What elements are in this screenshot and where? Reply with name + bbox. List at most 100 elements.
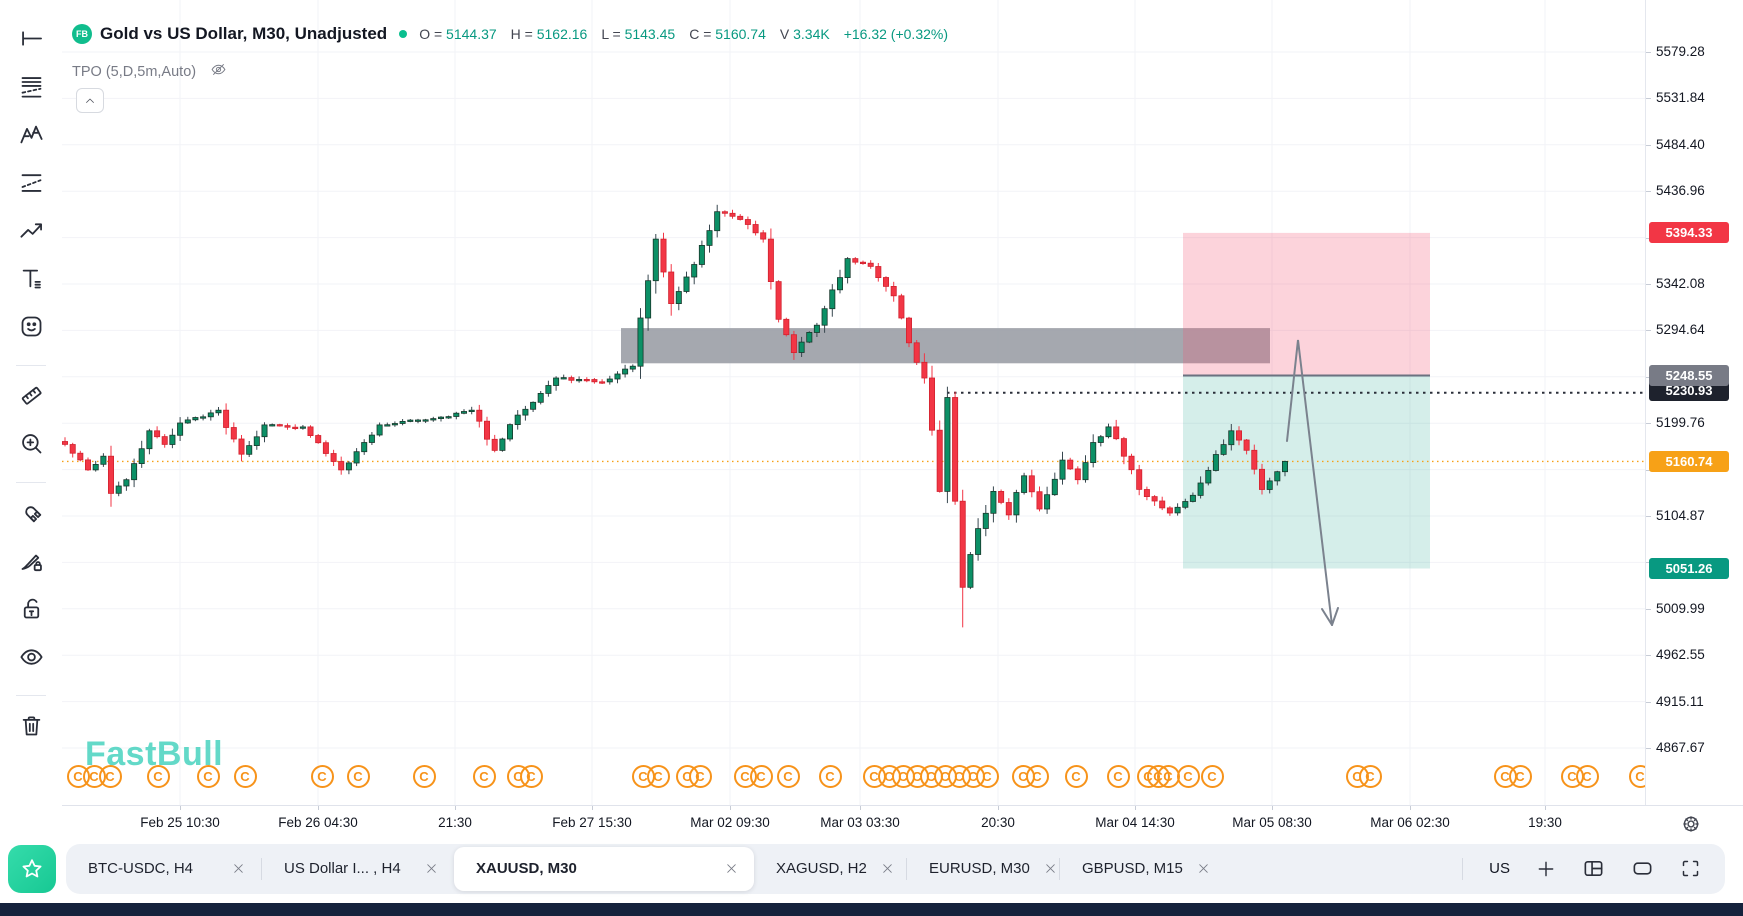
copyright-event-icon[interactable]: C — [1358, 764, 1382, 788]
copyright-event-icon[interactable]: C — [98, 764, 122, 788]
measure-tool-icon[interactable] — [12, 376, 50, 414]
tab-close-icon[interactable] — [1044, 862, 1057, 875]
lock-all-tool-icon[interactable] — [12, 589, 50, 627]
chart-pane[interactable] — [0, 0, 1645, 805]
candles-series — [62, 204, 1289, 628]
zoom-in-tool-icon[interactable] — [12, 424, 50, 462]
copyright-event-icon[interactable]: C — [146, 764, 170, 788]
draw-lock-tool-icon[interactable] — [12, 541, 50, 579]
price-badge-zone-bottom: 5051.26 — [1649, 558, 1729, 579]
add-symbol-button[interactable] — [1536, 859, 1556, 879]
copyright-event-icon[interactable]: C — [196, 764, 220, 788]
time-tick-label: 19:30 — [1528, 815, 1562, 830]
copyright-event-icon[interactable]: C — [776, 764, 800, 788]
candlestick-chart[interactable] — [0, 0, 1645, 805]
trend-arrow-tool-icon[interactable] — [12, 211, 50, 249]
eye-slash-icon[interactable] — [210, 61, 227, 82]
copyright-event-icon[interactable]: C — [1200, 764, 1224, 788]
tab-close-icon[interactable] — [232, 862, 245, 875]
time-axis[interactable]: Feb 25 10:30 Feb 26 04:30 21:30 Feb 27 15:3… — [0, 805, 1743, 842]
live-status-dot — [399, 30, 408, 38]
toolbar-divider — [16, 482, 46, 483]
tab-close-icon[interactable] — [425, 862, 438, 875]
tab-btc-usdc[interactable]: BTC-USDC, H4 — [66, 844, 261, 894]
magnet-tool-icon[interactable] — [12, 493, 50, 531]
copyright-event-icon[interactable]: C — [519, 764, 543, 788]
fib-retracement-tool-icon[interactable] — [12, 67, 50, 105]
emoji-tool-icon[interactable] — [12, 307, 50, 345]
time-tick-label: Mar 05 08:30 — [1232, 815, 1312, 830]
copyright-event-icon[interactable]: C — [646, 764, 670, 788]
copyright-event-icon[interactable]: C — [310, 764, 334, 788]
price-tick-dash — [1646, 748, 1651, 749]
tab-eurusd[interactable]: EURUSD, M30 — [907, 844, 1059, 894]
volume-value: 3.34K — [793, 26, 830, 42]
copyright-event-icon[interactable]: C — [1176, 764, 1200, 788]
copyright-event-icon[interactable]: C — [1508, 764, 1532, 788]
copyright-event-icon[interactable]: C — [975, 764, 999, 788]
ohlc-row: O = 5144.37 H = 5162.16 L = 5143.45 C = … — [419, 26, 948, 42]
tab-label: US Dollar I... , H4 — [284, 860, 401, 877]
price-tick-dash — [1646, 562, 1651, 563]
time-tick-label: 20:30 — [981, 815, 1015, 830]
copyright-event-icon[interactable]: C — [412, 764, 436, 788]
tab-divider — [1059, 857, 1060, 880]
copyright-event-icon[interactable]: C — [1025, 764, 1049, 788]
chevron-up-icon — [86, 98, 94, 103]
symbol-title[interactable]: Gold vs US Dollar, M30, Unadjusted — [100, 24, 388, 43]
layout-grid-icon[interactable] — [1582, 857, 1605, 880]
time-tick-dash — [1135, 806, 1136, 810]
price-tick-label: 5294.64 — [1656, 322, 1705, 337]
copyright-event-icon[interactable]: C — [1106, 764, 1130, 788]
favorites-button[interactable] — [8, 845, 56, 893]
minimized-window-icon[interactable] — [1631, 857, 1654, 880]
tab-close-icon[interactable] — [725, 862, 738, 875]
symbol-tab-row: BTC-USDC, H4 US Dollar I... , H4 XAUUSD, M… — [0, 841, 1743, 903]
gear-icon[interactable] — [1680, 813, 1704, 837]
time-tick-label: Mar 06 02:30 — [1370, 815, 1450, 830]
risk-zone[interactable] — [1183, 232, 1430, 376]
price-tick-dash — [1646, 284, 1651, 285]
fib-channel-tool-icon[interactable] — [12, 163, 50, 201]
close-label: C = — [689, 26, 712, 42]
tab-xagusd[interactable]: XAGUSD, H2 — [754, 844, 906, 894]
price-tick-dash — [1646, 609, 1651, 610]
copyright-event-icon[interactable]: C — [346, 764, 370, 788]
fullscreen-icon[interactable] — [1680, 858, 1701, 879]
copyright-event-icon[interactable]: C — [1064, 764, 1088, 788]
tab-us dollar i...[interactable]: US Dollar I... , H4 — [262, 844, 454, 894]
time-tick-dash — [1410, 806, 1411, 810]
pattern-tool-icon[interactable] — [12, 115, 50, 153]
time-tick-dash — [318, 806, 319, 810]
copyright-event-icon[interactable]: C — [472, 764, 496, 788]
collapse-panel-button[interactable] — [76, 88, 104, 113]
price-tick-dash — [1646, 191, 1651, 192]
tab-label: XAUUSD, M30 — [476, 860, 577, 877]
tab-close-icon[interactable] — [881, 862, 894, 875]
copyright-event-icon[interactable]: C — [233, 764, 257, 788]
tab-close-icon[interactable] — [1197, 862, 1210, 875]
region-selector[interactable]: US — [1489, 860, 1510, 877]
price-tick-dash — [1646, 702, 1651, 703]
price-tick-dash — [1646, 516, 1651, 517]
price-tick-label: 5199.76 — [1656, 415, 1705, 430]
tab-gbpusd[interactable]: GBPUSD, M15 — [1060, 844, 1212, 894]
open-value: 5144.37 — [446, 26, 497, 42]
time-tick-dash — [1545, 806, 1546, 810]
copyright-event-icon[interactable]: C — [1575, 764, 1599, 788]
tab-xauusd[interactable]: XAUUSD, M30 — [454, 846, 754, 891]
time-tick-label: Feb 25 10:30 — [140, 815, 220, 830]
copyright-event-icon[interactable]: C — [818, 764, 842, 788]
copyright-event-icon[interactable]: C — [688, 764, 712, 788]
remove-all-tool-icon[interactable] — [12, 706, 50, 744]
price-tick-dash — [1646, 423, 1651, 424]
indicator-name[interactable]: TPO (5,D,5m,Auto) — [72, 63, 197, 80]
text-tool-icon[interactable] — [12, 259, 50, 297]
supply-bar[interactable] — [621, 328, 1270, 364]
trendline-tool-icon[interactable] — [12, 19, 50, 57]
copyright-event-icon[interactable]: C — [749, 764, 773, 788]
price-axis[interactable]: 5579.28 5531.84 5484.40 5436.96 5342.08 5294.… — [1645, 0, 1743, 805]
projection-arrow[interactable] — [1286, 339, 1339, 626]
price-tick-dash — [1646, 145, 1651, 146]
hide-all-tool-icon[interactable] — [12, 637, 50, 675]
